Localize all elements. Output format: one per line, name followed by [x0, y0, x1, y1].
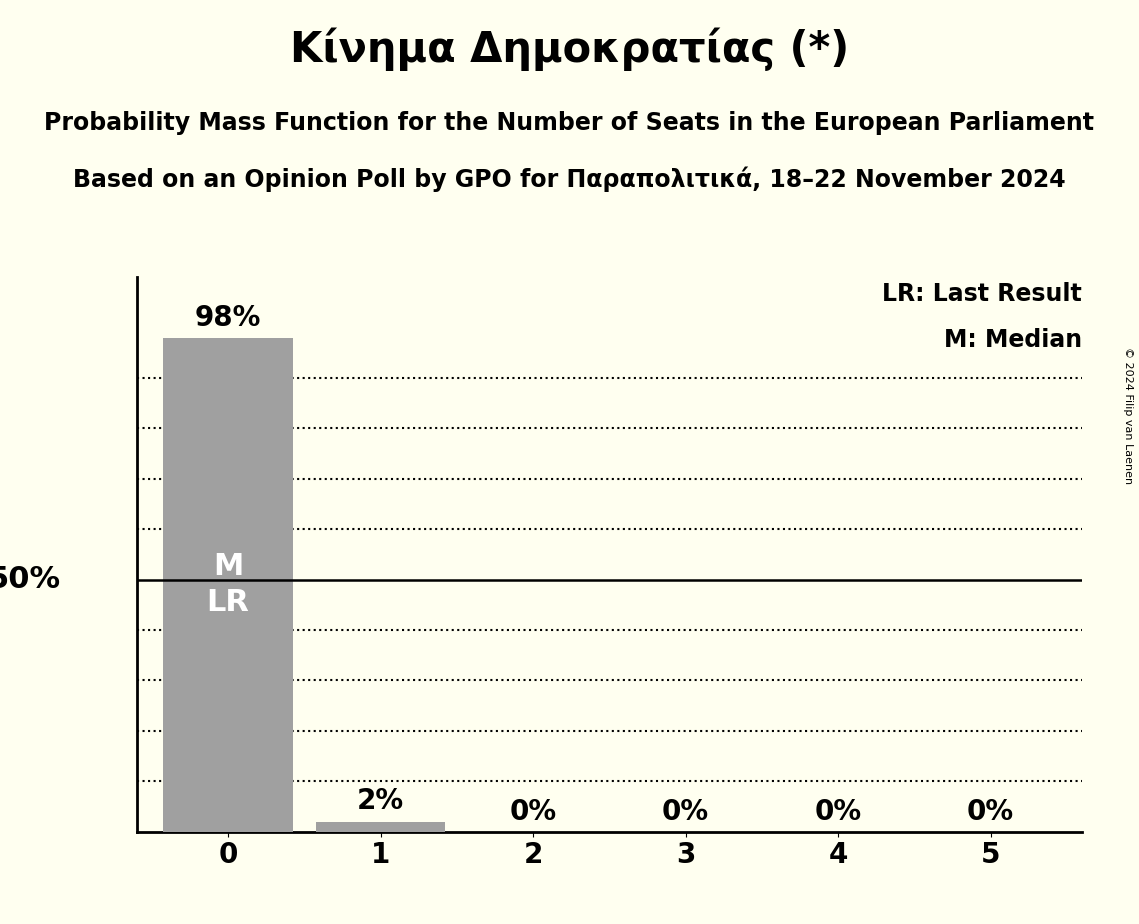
Text: 0%: 0% [662, 797, 710, 825]
Text: Κίνημα Δημοκρατίας (*): Κίνημα Δημοκρατίας (*) [289, 28, 850, 71]
Text: 0%: 0% [967, 797, 1014, 825]
Text: 2%: 2% [358, 787, 404, 816]
Text: © 2024 Filip van Laenen: © 2024 Filip van Laenen [1123, 347, 1133, 484]
Text: Probability Mass Function for the Number of Seats in the European Parliament: Probability Mass Function for the Number… [44, 111, 1095, 135]
Text: 98%: 98% [195, 304, 261, 332]
Text: LR: Last Result: LR: Last Result [883, 282, 1082, 306]
Text: Based on an Opinion Poll by GPO for Παραπολιτικά, 18–22 November 2024: Based on an Opinion Poll by GPO for Παρα… [73, 166, 1066, 192]
Text: M
LR: M LR [207, 553, 249, 617]
Bar [163, 337, 293, 832]
Text: 50%: 50% [0, 565, 62, 594]
Bar [316, 821, 445, 832]
Text: M: Median: M: Median [944, 328, 1082, 352]
Text: 0%: 0% [814, 797, 861, 825]
Text: 0%: 0% [509, 797, 557, 825]
